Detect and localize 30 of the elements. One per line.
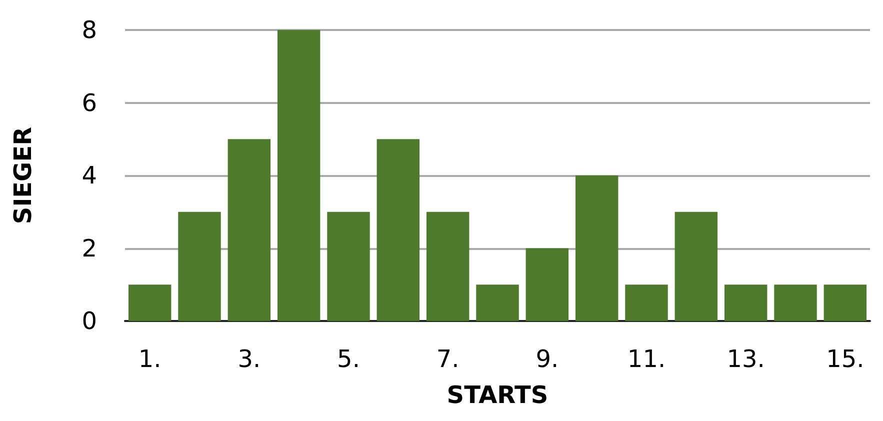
y-axis-title: SIEGER [9, 126, 37, 224]
bar [228, 139, 271, 321]
bar [128, 284, 172, 321]
x-tick-label: 15. [826, 345, 864, 373]
x-tick-label: 9. [536, 345, 559, 373]
y-tick-label: 6 [82, 88, 97, 117]
y-tick-label: 8 [82, 16, 97, 44]
x-tick-label: 13. [726, 345, 765, 373]
bar [277, 30, 320, 321]
bar [526, 248, 569, 321]
bar [476, 284, 519, 321]
bar [327, 212, 370, 321]
x-tick-label: 3. [238, 345, 261, 373]
x-axis-title: STARTS [446, 381, 548, 409]
y-tick-label: 4 [82, 162, 97, 190]
x-tick-label: 7. [436, 345, 460, 373]
bar [575, 176, 618, 321]
bar [625, 284, 668, 321]
bar [724, 284, 768, 321]
y-tick-label: 0 [82, 307, 97, 335]
bar [376, 139, 420, 321]
y-tick-label: 2 [82, 234, 97, 262]
bar [178, 212, 221, 321]
x-tick-label: 5. [337, 345, 360, 373]
x-tick-label: 1. [138, 345, 162, 373]
bar [674, 212, 718, 321]
bar [824, 284, 867, 321]
bar [426, 212, 470, 321]
x-tick-label: 11. [627, 345, 666, 373]
bar [774, 284, 817, 321]
